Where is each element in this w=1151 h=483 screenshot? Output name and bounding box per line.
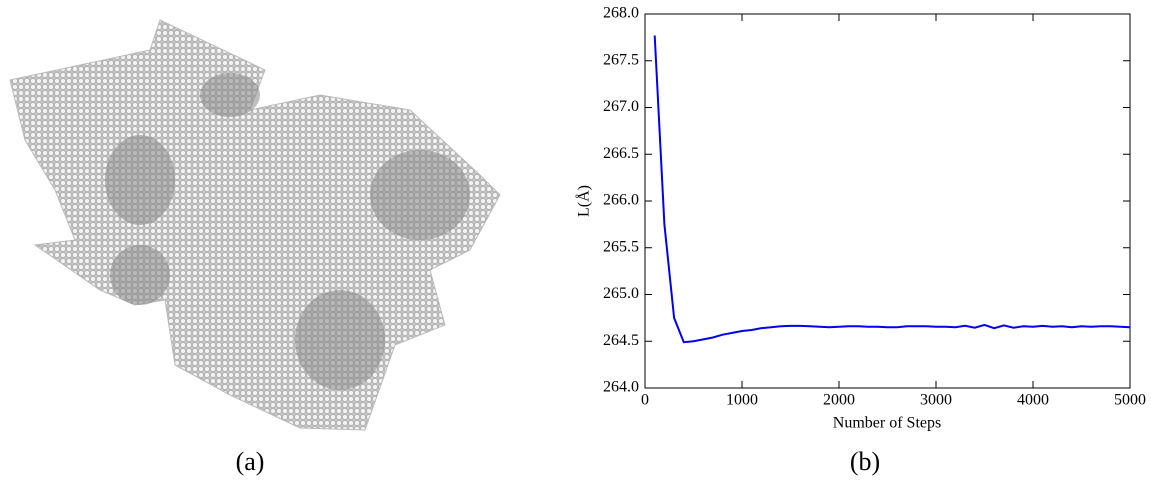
pore — [200, 73, 260, 117]
pore — [295, 290, 385, 390]
y-tick-label: 266.5 — [603, 145, 639, 162]
y-axis-label: L(Å) — [575, 185, 593, 217]
pore — [370, 150, 470, 240]
y-tick-label: 264.5 — [603, 332, 639, 349]
y-tick-label: 264.0 — [603, 379, 639, 396]
x-tick-label: 5000 — [1114, 392, 1146, 409]
pore — [110, 245, 170, 305]
pore — [105, 135, 175, 225]
x-tick-label: 1000 — [726, 392, 758, 409]
x-tick-label: 3000 — [920, 392, 952, 409]
y-tick-label: 267.0 — [603, 98, 639, 115]
y-tick-label: 267.5 — [603, 51, 639, 68]
plot-frame — [644, 13, 1131, 389]
x-axis-label: Number of Steps — [833, 415, 941, 432]
x-tick-label: 2000 — [823, 392, 855, 409]
x-tick-label: 4000 — [1017, 392, 1049, 409]
caption: (b) — [850, 447, 880, 476]
structure-render — [9, 19, 501, 431]
caption: (a) — [236, 447, 265, 476]
y-tick-label: 266.0 — [603, 192, 639, 209]
y-tick-label: 265.5 — [603, 238, 639, 255]
data-line — [653, 35, 1131, 344]
y-tick-label: 268.0 — [603, 5, 639, 22]
y-tick-label: 265.0 — [603, 285, 639, 302]
x-tick-label: 0 — [641, 392, 649, 409]
